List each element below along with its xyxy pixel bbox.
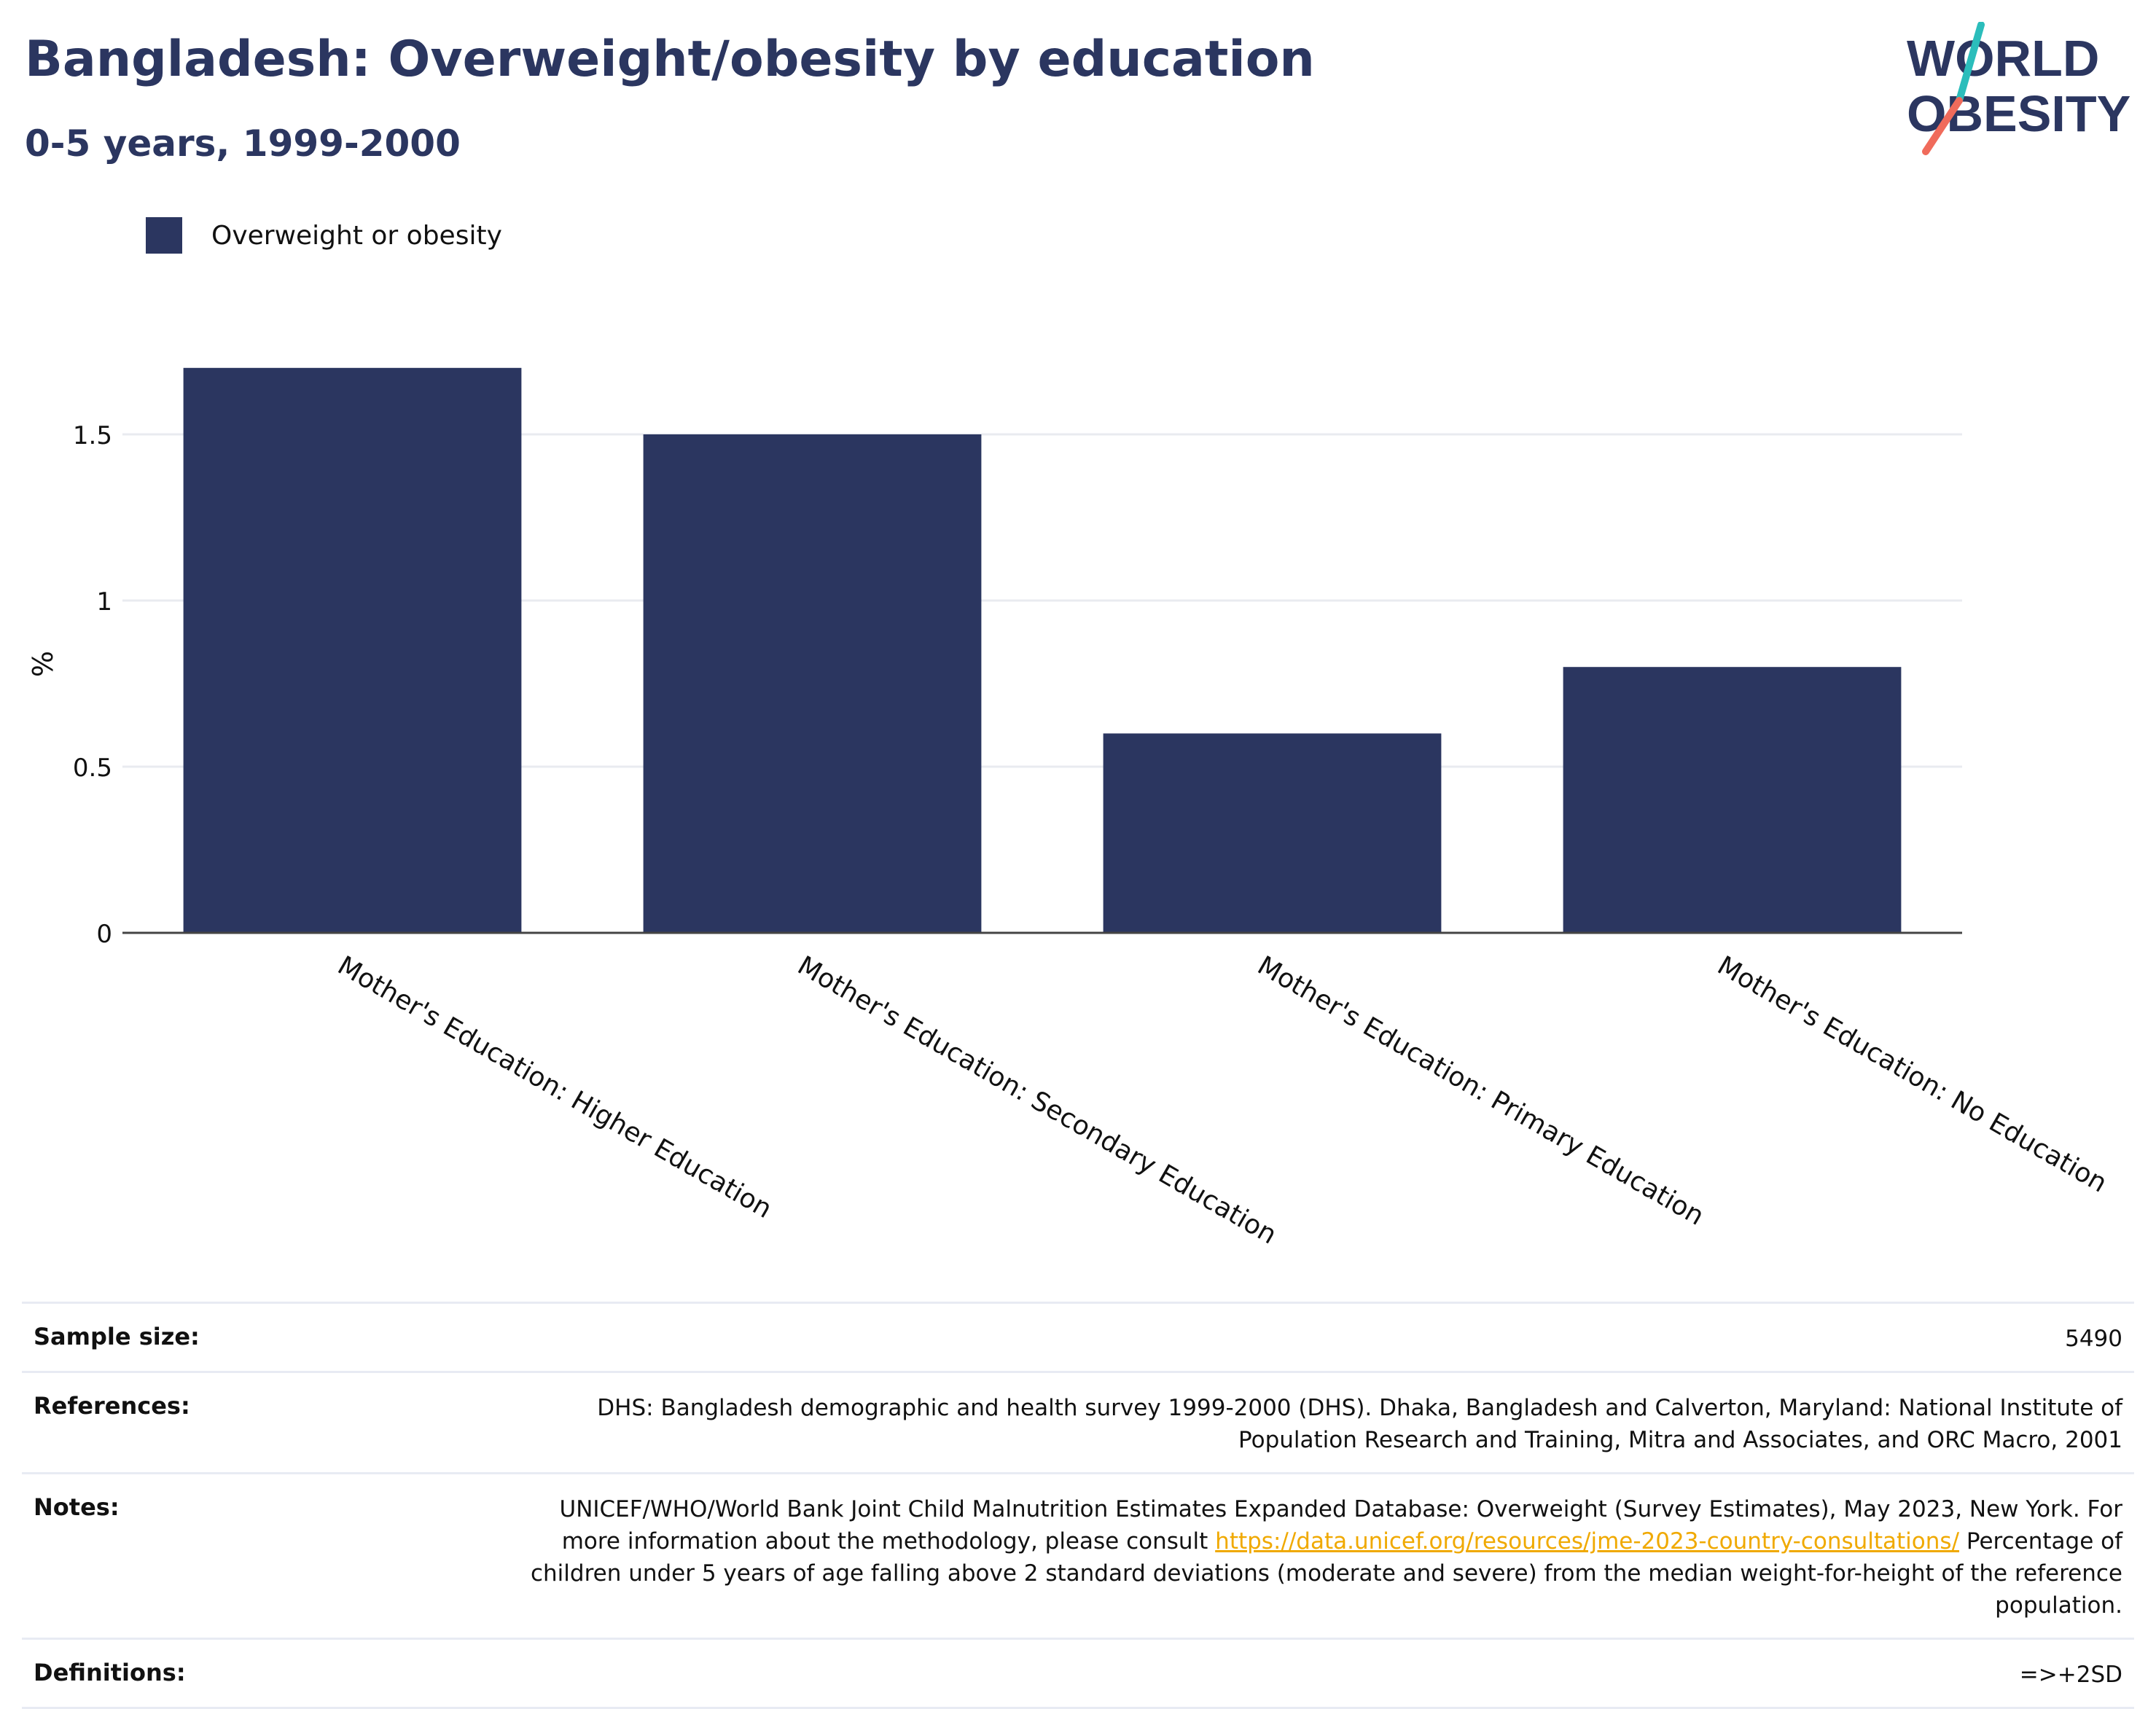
y-tick-label: 0.5	[73, 754, 112, 783]
x-tick-label: Mother's Education: Higher Education	[332, 950, 777, 1224]
bar	[1103, 733, 1442, 933]
chart-subtitle: 0-5 years, 1999-2000	[25, 122, 461, 165]
y-tick-label: 0	[96, 920, 112, 949]
info-row-notes: Notes: UNICEF/WHO/World Bank Joint Child…	[22, 1472, 2134, 1638]
definitions-label: Definitions:	[34, 1659, 186, 1686]
legend: Overweight or obesity	[146, 216, 502, 255]
x-tick-label: Mother's Education: Primary Education	[1252, 950, 1708, 1231]
logo-text-world: WORLD	[1907, 30, 2099, 87]
info-table: Sample size: 5490 References: DHS: Bangl…	[22, 1302, 2134, 1709]
bar-chart: 0 0.5 1 1.5 Mother's Education: Higher Educ…	[27, 367, 2112, 1251]
logo-text-obesity: OBESITY	[1907, 85, 2130, 142]
references-value: DHS: Bangladesh demographic and health s…	[597, 1395, 2122, 1453]
info-row-sample-size: Sample size: 5490	[22, 1302, 2134, 1371]
notes-label: Notes:	[34, 1493, 120, 1521]
sample-size-label: Sample size:	[34, 1323, 200, 1350]
notes-value: UNICEF/WHO/World Bank Joint Child Malnut…	[519, 1493, 2122, 1622]
notes-link[interactable]: https://data.unicef.org/resources/jme-20…	[1215, 1528, 1960, 1554]
world-obesity-logo: WORLD OBESITY	[1907, 22, 2130, 155]
logo-slash-teal	[1956, 22, 1985, 104]
x-tick-labels: Mother's Education: Higher Education Moth…	[332, 950, 2112, 1250]
bar	[643, 434, 982, 933]
info-row-definitions: Definitions: =>+2SD	[22, 1638, 2134, 1709]
x-tick-label: Mother's Education: No Education	[1712, 950, 2112, 1198]
bar	[1563, 667, 1902, 933]
sample-size-value: 5490	[2065, 1326, 2122, 1352]
legend-swatch	[146, 217, 182, 254]
legend-label: Overweight or obesity	[211, 220, 502, 251]
notes-text-after: Percentage of children under 5 years of …	[530, 1528, 2122, 1619]
x-tick-label: Mother's Education: Secondary Education	[792, 950, 1281, 1250]
info-row-references: References: DHS: Bangladesh demographic …	[22, 1371, 2134, 1472]
y-tick-label: 1	[96, 587, 112, 617]
references-label: References:	[34, 1392, 190, 1420]
bar	[183, 367, 522, 933]
y-tick-labels: 0 0.5 1 1.5	[73, 421, 112, 949]
y-tick-label: 1.5	[73, 421, 112, 450]
logo-slash-coral	[1922, 97, 1963, 155]
chart-title: Bangladesh: Overweight/obesity by educat…	[25, 31, 1315, 88]
bars	[183, 367, 1902, 933]
notes-text-before: UNICEF/WHO/World Bank Joint Child Malnut…	[559, 1496, 2123, 1554]
definitions-value: =>+2SD	[2019, 1662, 2122, 1688]
y-axis-label: %	[27, 651, 59, 677]
